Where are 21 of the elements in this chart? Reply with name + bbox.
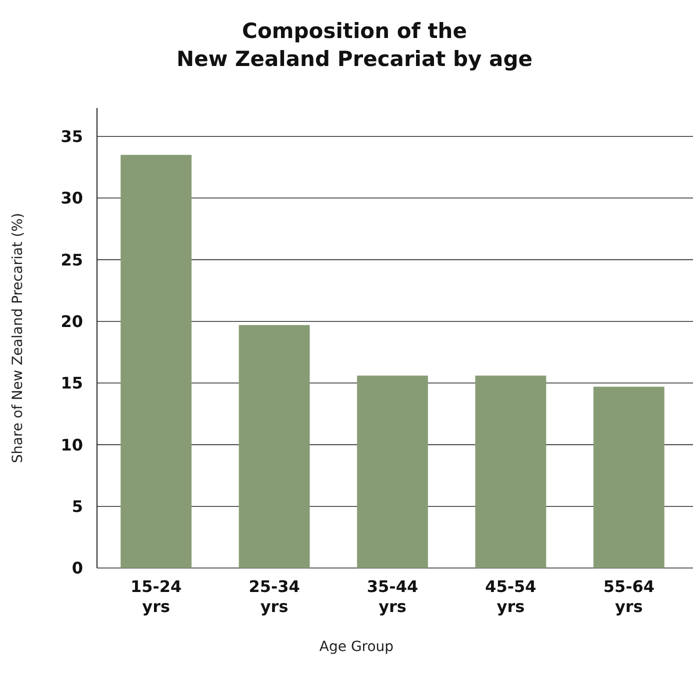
bar [120, 154, 192, 568]
y-tick-label: 35 [60, 126, 83, 146]
bar [238, 325, 310, 568]
x-tick-label: 25-34 yrs [248, 577, 300, 616]
x-axis-title: Age Group [319, 639, 394, 655]
y-tick-label: 15 [60, 374, 83, 393]
y-tick-label: 25 [60, 250, 83, 270]
x-tick-label: 35-44 yrs [366, 577, 418, 616]
y-tick-label: 0 [72, 558, 83, 578]
bar [357, 376, 428, 568]
y-axis-title: Share of New Zealand Precariat (%) [10, 212, 26, 464]
y-tick-label: 20 [60, 312, 83, 331]
x-tick-label: 45-54 yrs [485, 577, 536, 616]
bar [475, 376, 546, 568]
y-tick-label: 10 [60, 435, 83, 454]
chart-title: Composition of the New Zealand Precariat by age [176, 19, 532, 71]
bar [593, 386, 664, 568]
x-tick-label: 15-24 yrs [130, 577, 182, 616]
y-tick-label: 5 [72, 496, 83, 516]
x-tick-label: 55-64 yrs [603, 577, 654, 616]
y-tick-label: 30 [60, 188, 83, 208]
